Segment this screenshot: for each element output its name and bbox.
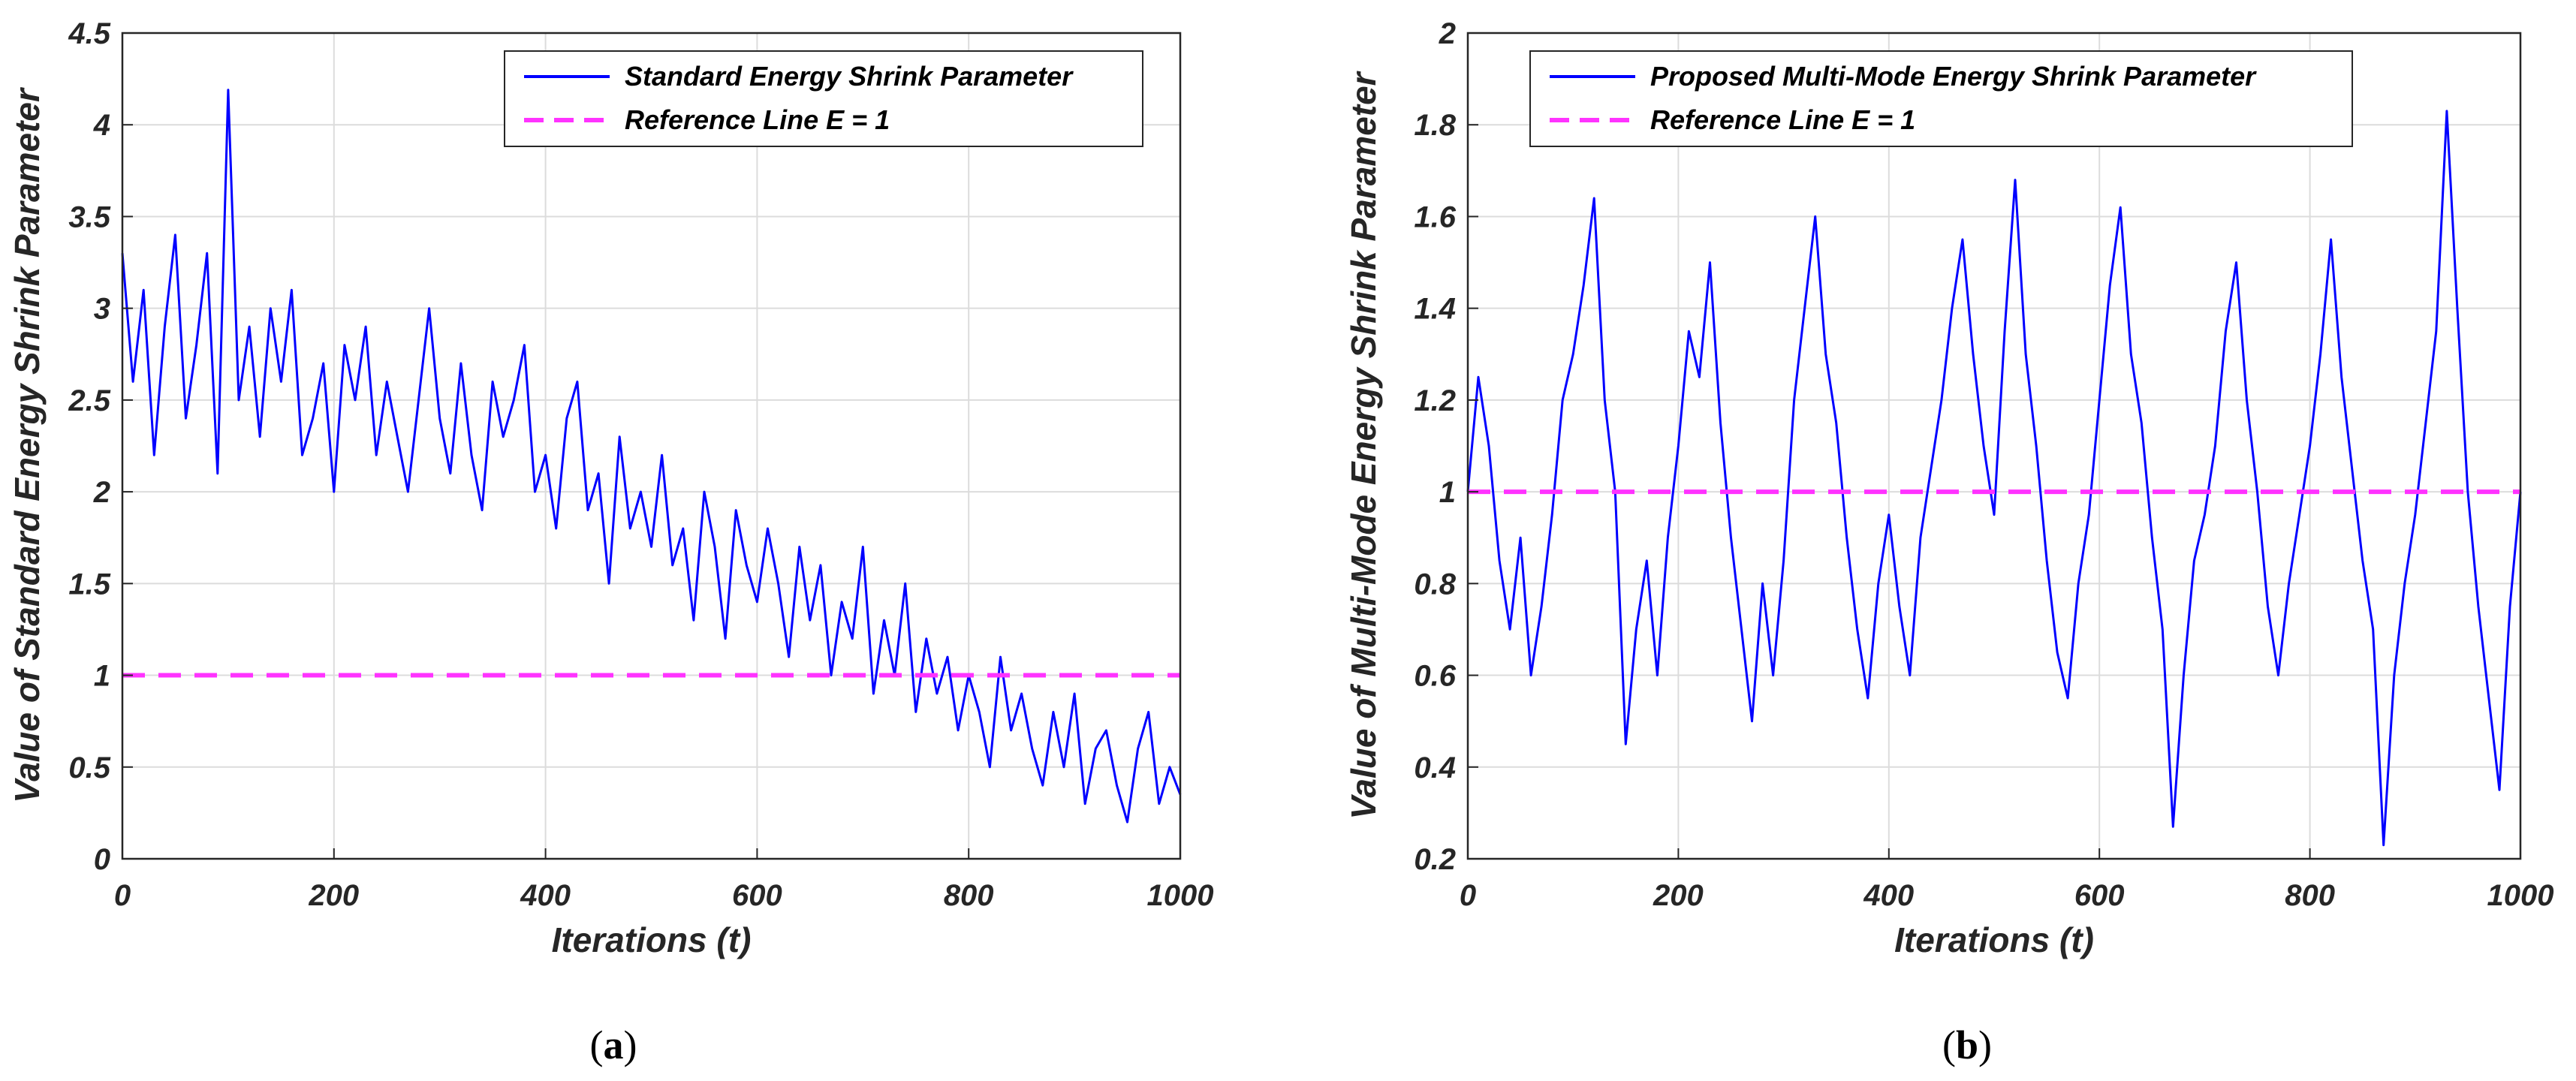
panel-b-y-ticks: 0.2 0.4 0.6 0.8 1 1.2 1.4 1.6 1.8 2 bbox=[1414, 17, 1478, 876]
panel-b-y-axis-label: Value of Multi-Mode Energy Shrink Parame… bbox=[1344, 71, 1383, 819]
panel-b-x-tick-label: 200 bbox=[1653, 879, 1704, 912]
panel-a-y-ticks: 0 0.5 1 1.5 2 2.5 3 3.5 4 4.5 bbox=[68, 17, 133, 876]
panel-b-axes-frame bbox=[1466, 32, 2522, 860]
panel-a-y-tick-label: 4 bbox=[93, 109, 110, 142]
panel-a: 0 200 400 600 800 1000 0 0.5 1 1.5 2 2.5 3 3.5 4 4.5 I… bbox=[8, 17, 1213, 1067]
panel-a-y-tick-label: 0 bbox=[94, 843, 110, 876]
panel-b-x-tick-label: 1000 bbox=[2487, 879, 2554, 912]
panel-b-legend: Proposed Multi-Mode Energy Shrink Parame… bbox=[1529, 50, 2353, 147]
panel-b-series-layer bbox=[1466, 110, 2522, 847]
panel-b-x-tick-label: 400 bbox=[1863, 879, 1914, 912]
panel-a-axes-frame bbox=[121, 32, 1182, 860]
panel-b-y-tick-label: 1.8 bbox=[1414, 109, 1456, 142]
panel-a-x-tick-label: 1000 bbox=[1147, 879, 1214, 912]
panel-a-x-tick-label: 400 bbox=[520, 879, 571, 912]
panel-b-y-tick-label: 0.8 bbox=[1414, 568, 1456, 601]
panel-a-x-tick-label: 0 bbox=[114, 879, 131, 912]
panel-b-caption: (b) bbox=[1942, 1022, 1992, 1067]
panel-b-y-tick-label: 1 bbox=[1439, 476, 1456, 509]
panel-b-legend-label-proposed: Proposed Multi-Mode Energy Shrink Parame… bbox=[1650, 61, 2257, 92]
panel-b-y-tick-label: 0.4 bbox=[1414, 751, 1456, 784]
panel-b-y-tick-label: 2 bbox=[1439, 17, 1456, 50]
panel-a-y-tick-label: 4.5 bbox=[68, 17, 110, 50]
panel-b-y-tick-label: 1.6 bbox=[1414, 200, 1456, 233]
panel-b-x-tick-label: 800 bbox=[2285, 879, 2335, 912]
panel-a-y-axis-label: Value of Standard Energy Shrink Paramete… bbox=[8, 87, 47, 803]
panel-b-caption-open: ( bbox=[1942, 1022, 1956, 1067]
panel-b: 0 200 400 600 800 1000 0.2 0.4 0.6 0.8 1 1.2 1.4 1.6… bbox=[1344, 17, 2553, 1067]
panel-a-x-tick-label: 600 bbox=[732, 879, 782, 912]
panel-b-legend-box bbox=[1529, 50, 2353, 147]
panel-a-legend-box bbox=[504, 50, 1143, 147]
panel-b-multi-mode-energy-line bbox=[1466, 110, 2522, 847]
panel-a-y-tick-label: 1.5 bbox=[68, 568, 110, 601]
panel-a-x-axis-label: Iterations (t) bbox=[552, 920, 752, 959]
panel-b-y-tick-label: 0.6 bbox=[1414, 660, 1456, 693]
panel-a-caption: (a) bbox=[590, 1022, 637, 1067]
panel-a-x-tick-label: 800 bbox=[944, 879, 994, 912]
panel-a-y-tick-label: 3.5 bbox=[68, 200, 110, 233]
panel-a-caption-letter: a bbox=[604, 1022, 624, 1067]
panel-a-y-tick-label: 0.5 bbox=[68, 751, 110, 784]
panel-a-legend-label-reference: Reference Line E = 1 bbox=[625, 104, 890, 135]
panel-a-legend: Standard Energy Shrink Parameter Referen… bbox=[504, 50, 1143, 147]
panel-b-caption-close: ) bbox=[1978, 1022, 1992, 1067]
panel-b-x-axis-label: Iterations (t) bbox=[1894, 920, 2094, 959]
panel-b-x-ticks: 0 200 400 600 800 1000 bbox=[1460, 848, 2554, 912]
panel-a-y-tick-label: 3 bbox=[94, 293, 110, 326]
panel-a-x-tick-label: 200 bbox=[308, 879, 359, 912]
panel-a-legend-label-standard: Standard Energy Shrink Parameter bbox=[625, 61, 1074, 92]
panel-a-caption-close: ) bbox=[624, 1022, 637, 1067]
panel-b-x-tick-label: 600 bbox=[2074, 879, 2125, 912]
panel-a-x-ticks: 0 200 400 600 800 1000 bbox=[114, 848, 1214, 912]
panel-b-y-tick-label: 0.2 bbox=[1414, 843, 1456, 876]
panel-a-caption-open: ( bbox=[590, 1022, 604, 1067]
panel-a-y-tick-label: 1 bbox=[94, 660, 110, 693]
panel-b-legend-label-reference: Reference Line E = 1 bbox=[1650, 104, 1915, 135]
panel-a-y-tick-label: 2 bbox=[93, 476, 110, 509]
panel-b-y-tick-label: 1.2 bbox=[1414, 384, 1456, 417]
panel-b-caption-letter: b bbox=[1956, 1022, 1978, 1067]
panel-a-series-layer bbox=[121, 89, 1182, 824]
panel-b-x-tick-label: 0 bbox=[1460, 879, 1476, 912]
panel-b-y-tick-label: 1.4 bbox=[1414, 293, 1456, 326]
panel-a-standard-energy-line bbox=[121, 89, 1182, 824]
panel-a-y-tick-label: 2.5 bbox=[68, 384, 110, 417]
